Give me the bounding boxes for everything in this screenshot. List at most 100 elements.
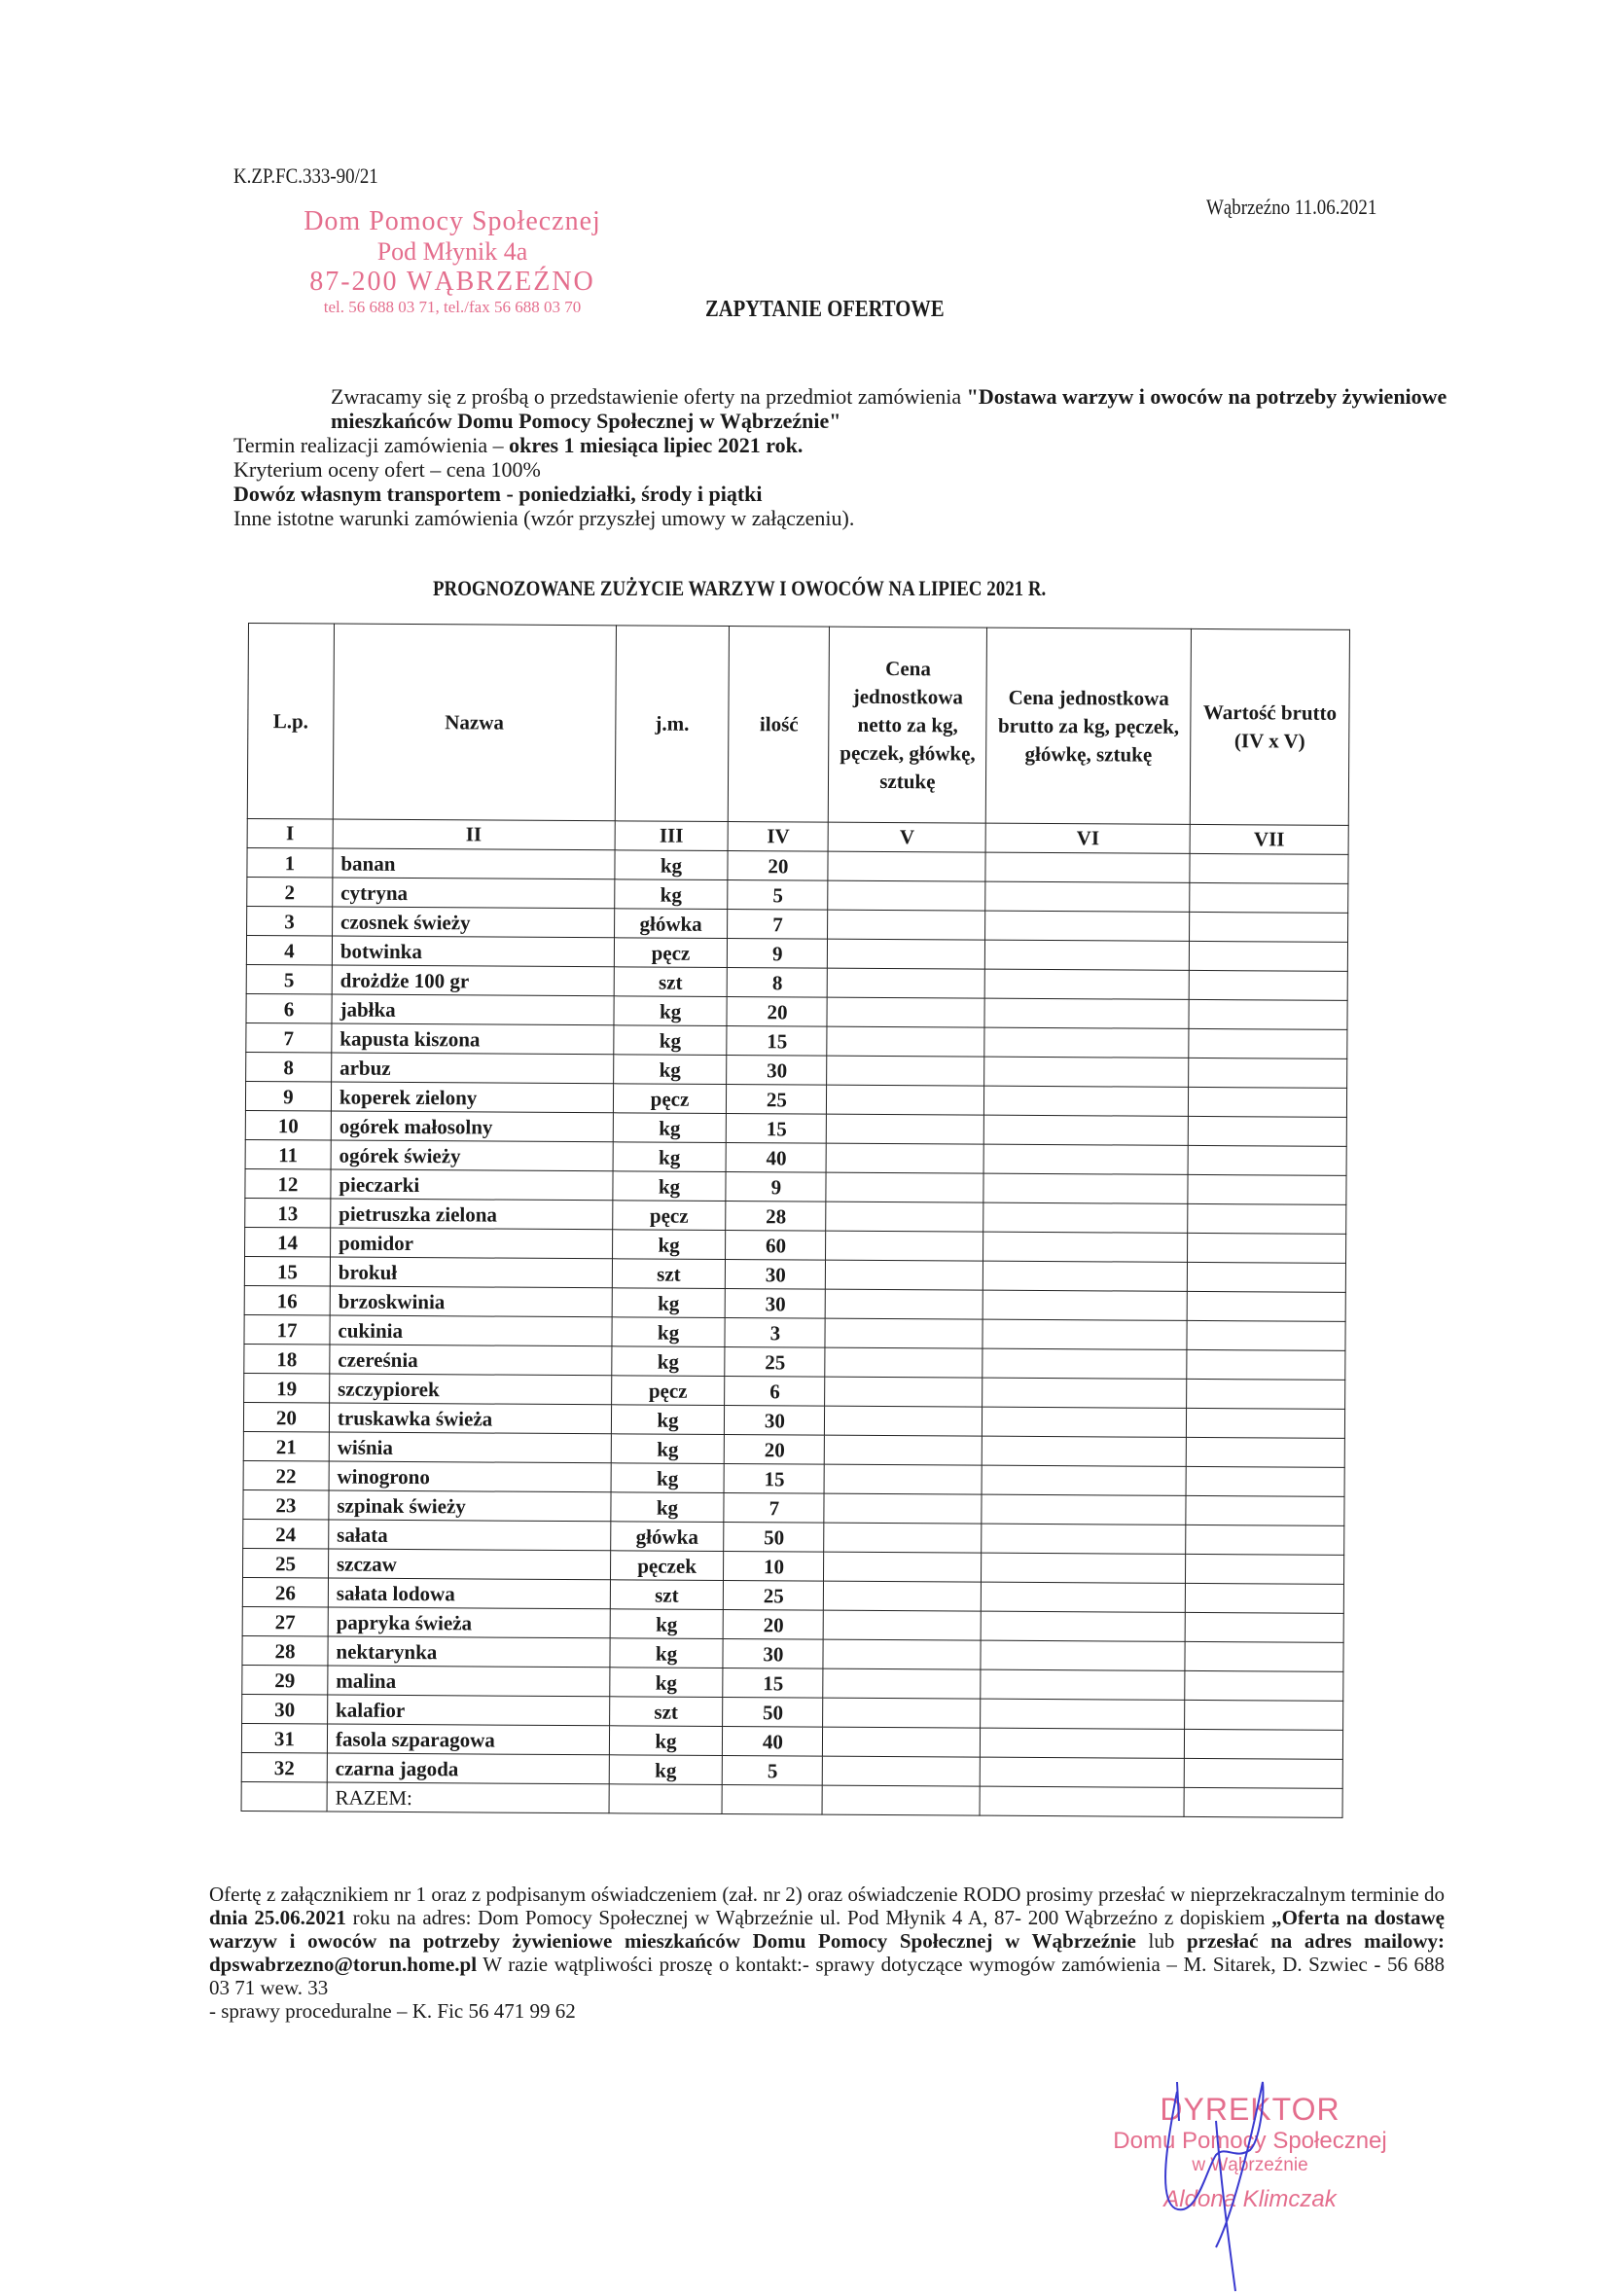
header-gross-value: Wartość brutto (IV x V) [1190,628,1350,826]
product-name: pomidor [330,1228,613,1259]
stamp-line: tel. 56 688 03 71, tel./fax 56 688 03 70 [323,298,582,316]
net-price-cell [823,1610,982,1641]
quantity: 15 [727,1025,828,1057]
unit: kg [610,1433,725,1464]
row-number: 2 [246,877,333,908]
product-name: botwinka [332,936,615,967]
gross-value-cell [1185,1554,1344,1585]
stamp-line: DYREKTOR [1160,2092,1340,2127]
net-price-cell [824,1493,983,1525]
net-price-cell [826,1172,984,1203]
header-net-price: Cena jednostkowa netto za kg, pęczek, gł… [828,627,987,824]
row-number: 6 [245,993,333,1024]
row-number: 29 [241,1665,328,1696]
row-number: 13 [244,1198,331,1229]
quantity: 40 [722,1726,823,1757]
intro-section: Zwracamy się z prośbą o przedstawienie o… [233,384,1469,530]
envelope-note: „Oferta na dostawę warzyw i owoców na po… [209,1906,1445,1953]
row-number: 9 [245,1081,332,1112]
unit: pęcz [612,1200,727,1231]
gross-value-cell [1185,1641,1344,1672]
order-subject: "Dostawa warzyw i owoców na potrzeby żyw… [331,384,1447,433]
gross-value-cell [1187,1233,1346,1264]
net-price-cell [826,1202,984,1233]
date-text: Wąbrzeźno 11.06.2021 [1206,195,1377,219]
numeral: V [828,822,986,853]
place-date: Wąbrzeźno 11.06.2021 [1206,195,1405,220]
row-number: 11 [245,1139,332,1170]
unit: kg [609,1608,724,1639]
unit: kg [610,1404,726,1435]
stamp-line: Pod Młynik 4a [376,237,528,266]
gross-value-cell [1189,853,1349,884]
product-name: brzoskwinia [330,1286,612,1317]
stamp-line: 87-200 WĄBRZEŹNO [309,267,595,297]
gross-price-cell [982,1407,1187,1438]
net-price-cell [823,1668,982,1700]
intro-text: Zwracamy się z prośbą o przedstawienie o… [331,384,967,409]
gross-value-cell [1188,1087,1347,1118]
quantity: 15 [723,1668,824,1699]
numeral: I [247,818,334,849]
product-name: arbuz [331,1053,614,1084]
row-number: 7 [245,1022,332,1054]
gross-value-cell [1186,1466,1345,1497]
gross-value-cell [1184,1700,1343,1731]
email-link[interactable]: przesłać na adres mailowy: dpswabrzezno@… [209,1929,1445,1976]
gross-price-cell [984,1027,1190,1058]
gross-value-cell [1185,1525,1344,1556]
gross-price-cell [982,1436,1187,1467]
quantity: 60 [725,1230,827,1261]
net-price-cell [827,910,986,941]
net-price-cell [824,1464,983,1495]
handwritten-signature [1164,2081,1265,2292]
institution-stamp: Dom Pomocy Społecznej Pod Młynik 4a 87-2… [248,206,657,317]
footer-text: W razie wątpliwości proszę o kontakt:- s… [209,1953,1445,1999]
row-number: 3 [246,906,333,937]
gross-price-cell [981,1582,1186,1613]
row-number: 23 [242,1489,329,1521]
product-name: banan [332,848,615,879]
product-name: kapusta kiszona [331,1023,614,1055]
product-name: szczypiorek [329,1374,612,1405]
unit: główka [614,908,729,939]
net-price-cell [828,851,986,882]
gross-value-cell [1184,1670,1343,1702]
row-number: 8 [245,1052,332,1083]
product-name: papryka świeża [328,1607,610,1638]
gross-value-cell [1187,1174,1347,1205]
gross-value-cell [1185,1612,1344,1643]
net-price-cell [823,1581,982,1612]
quantity: 7 [728,909,829,940]
gross-value-cell [1185,1583,1344,1614]
quantity: 15 [726,1113,827,1144]
total-cell [1184,1787,1343,1818]
quantity: 15 [724,1463,825,1494]
deadline: dnia 25.06.2021 [209,1906,346,1929]
row-number: 31 [241,1723,328,1754]
gross-price-cell [982,1465,1187,1496]
unit: kg [608,1754,723,1785]
header-gross-price: Cena jednostkowa brutto za kg, pęczek, g… [985,628,1192,825]
quantity: 50 [723,1697,824,1728]
gross-price-cell [981,1611,1186,1642]
unit: kg [611,1316,726,1347]
unit: kg [614,849,729,880]
unit: kg [612,1229,727,1260]
quantity: 28 [726,1201,827,1232]
footer-text: roku na adres: Dom Pomocy Społecznej w W… [345,1906,1272,1929]
gross-price-cell [983,1115,1189,1146]
row-number: 25 [242,1548,329,1579]
gross-value-cell [1186,1349,1345,1381]
product-name: fasola szparagowa [327,1724,610,1755]
net-price-cell [825,1260,983,1291]
header-qty: ilość [728,626,830,823]
unit: kg [611,1287,726,1318]
gross-price-cell [983,1319,1188,1350]
product-name: drożdże 100 gr [332,965,614,996]
net-price-cell [823,1552,982,1583]
gross-price-cell [984,969,1190,1000]
numeral: VII [1190,824,1349,855]
quantity: 9 [727,938,828,969]
numeral: VI [985,823,1191,854]
